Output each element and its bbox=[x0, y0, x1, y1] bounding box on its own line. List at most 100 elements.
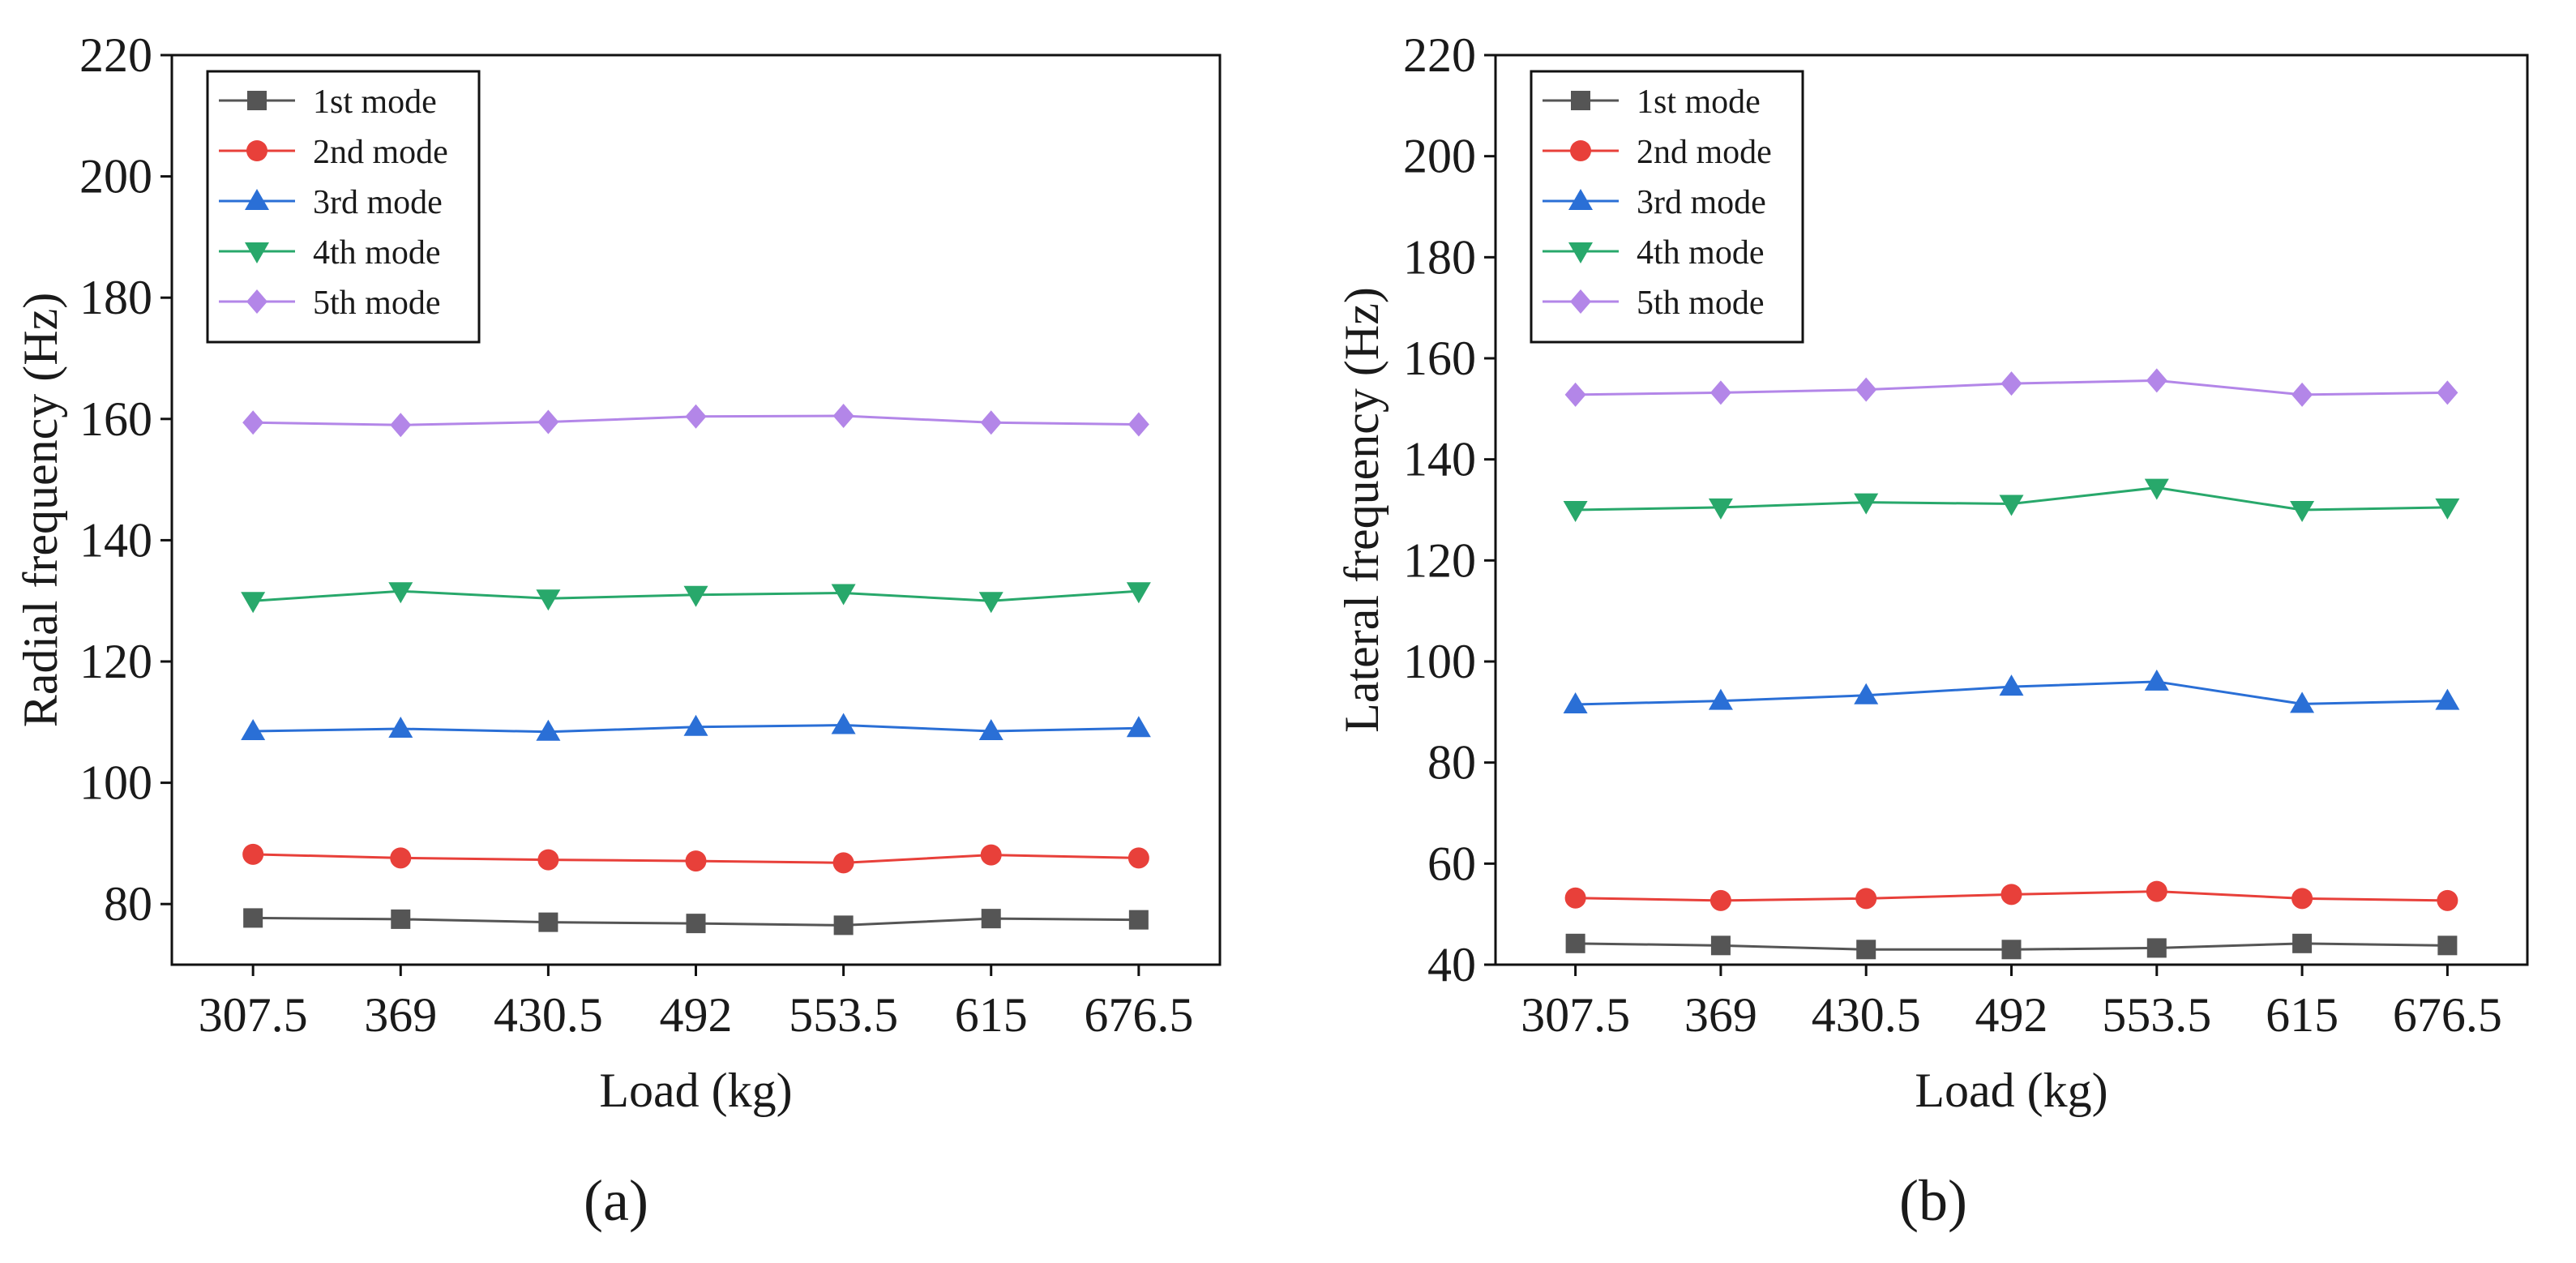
legend-label: 3rd mode bbox=[313, 184, 443, 221]
marker-circle bbox=[1564, 887, 1586, 909]
x-tick-label: 553.5 bbox=[2102, 988, 2211, 1042]
marker-diamond bbox=[980, 410, 1002, 435]
marker-triangle-up bbox=[831, 713, 856, 734]
y-tick-label: 220 bbox=[79, 28, 152, 82]
series-4 bbox=[241, 582, 1151, 614]
marker-diamond bbox=[1128, 412, 1149, 437]
marker-circle bbox=[2000, 884, 2022, 906]
series-2 bbox=[1564, 880, 2458, 911]
x-tick-label: 676.5 bbox=[2393, 988, 2502, 1042]
marker-triangle-down bbox=[683, 585, 708, 607]
marker-diamond bbox=[246, 289, 267, 314]
marker-diamond bbox=[242, 410, 264, 435]
y-tick-label: 120 bbox=[1403, 533, 1476, 587]
marker-triangle-up bbox=[1999, 674, 2024, 696]
x-tick-label: 307.5 bbox=[199, 988, 308, 1042]
marker-triangle-down bbox=[241, 592, 266, 614]
legend-entry: 3rd mode bbox=[1543, 184, 1766, 221]
marker-circle bbox=[1855, 888, 1877, 910]
marker-square bbox=[2146, 938, 2167, 958]
marker-square bbox=[1856, 940, 1876, 960]
series-3 bbox=[1563, 669, 2460, 713]
marker-diamond bbox=[2291, 382, 2313, 407]
marker-triangle-down bbox=[536, 589, 561, 611]
series-1 bbox=[1565, 933, 2458, 960]
legend: 1st mode 2nd mode 3rd mode 4th mode 5th mode bbox=[1530, 70, 1804, 344]
marker-triangle-down bbox=[1708, 498, 1733, 520]
marker-square bbox=[538, 912, 558, 932]
y-tick-label: 140 bbox=[1403, 433, 1476, 486]
marker-circle bbox=[246, 140, 267, 161]
marker-circle bbox=[685, 850, 707, 872]
y-tick-label: 60 bbox=[1427, 837, 1476, 890]
y-tick-label: 200 bbox=[79, 150, 152, 203]
marker-diamond bbox=[1570, 289, 1591, 314]
marker-triangle-up bbox=[1126, 716, 1151, 738]
legend-label: 4th mode bbox=[313, 234, 440, 272]
marker-diamond bbox=[832, 404, 854, 429]
marker-triangle-up bbox=[536, 719, 561, 741]
marker-triangle-up bbox=[978, 719, 1003, 741]
x-tick-label: 553.5 bbox=[789, 988, 898, 1042]
chart-lateral-frequency: 40 60 80 100 120 140 160 180 200 220 307.5 369 430.5… bbox=[1335, 28, 2529, 1233]
marker-triangle-up bbox=[388, 717, 413, 739]
marker-triangle-down bbox=[2144, 478, 2169, 500]
x-tick-label: 307.5 bbox=[1521, 988, 1630, 1042]
marker-circle bbox=[2291, 888, 2313, 910]
marker-diamond bbox=[1855, 377, 1877, 402]
marker-circle bbox=[980, 844, 1002, 866]
marker-diamond bbox=[2000, 371, 2022, 396]
y-tick-label: 120 bbox=[79, 635, 152, 688]
marker-triangle-up bbox=[241, 719, 266, 741]
y-tick-label: 160 bbox=[79, 392, 152, 446]
legend-label: 4th mode bbox=[1637, 234, 1764, 272]
marker-square bbox=[833, 915, 854, 935]
series-5 bbox=[1564, 368, 2458, 407]
marker-triangle-up bbox=[2435, 688, 2460, 710]
x-tick-label: 676.5 bbox=[1084, 988, 1193, 1042]
legend-entry: 2nd mode bbox=[219, 134, 448, 171]
marker-triangle-up bbox=[1568, 189, 1593, 210]
marker-square bbox=[981, 909, 1001, 929]
x-tick-label: 492 bbox=[660, 988, 733, 1042]
marker-square bbox=[2437, 935, 2458, 956]
marker-circle bbox=[1570, 140, 1591, 161]
series-4 bbox=[1563, 478, 2460, 522]
series-1 bbox=[243, 908, 1149, 935]
marker-triangle-down bbox=[1563, 501, 1588, 522]
marker-circle bbox=[537, 849, 559, 871]
y-tick-label: 160 bbox=[1403, 332, 1476, 385]
panel-label: (a) bbox=[584, 1168, 648, 1233]
legend-label: 2nd mode bbox=[313, 134, 448, 171]
x-axis-title: Load (kg) bbox=[1915, 1064, 2107, 1117]
legend-entry: 2nd mode bbox=[1543, 134, 1772, 171]
marker-diamond bbox=[2146, 368, 2167, 393]
marker-circle bbox=[2146, 880, 2167, 902]
marker-diamond bbox=[685, 404, 707, 429]
marker-triangle-down bbox=[2290, 501, 2315, 522]
legend-label: 1st mode bbox=[313, 83, 437, 121]
y-tick-label: 180 bbox=[79, 271, 152, 324]
series-3 bbox=[241, 713, 1151, 741]
y-tick-label: 180 bbox=[1403, 230, 1476, 284]
marker-circle bbox=[242, 843, 264, 865]
marker-triangle-up bbox=[1708, 688, 1733, 710]
marker-square bbox=[2292, 933, 2313, 953]
marker-circle bbox=[390, 847, 412, 869]
chart-radial-frequency: 80 100 120 140 160 180 200 220 307.5 369 430.5 492 5… bbox=[14, 28, 1222, 1233]
marker-triangle-down bbox=[388, 582, 413, 604]
marker-square bbox=[1565, 933, 1585, 953]
legend-entry: 4th mode bbox=[1543, 234, 1764, 272]
y-tick-label: 100 bbox=[79, 756, 152, 810]
marker-circle bbox=[832, 852, 854, 874]
marker-square bbox=[2001, 940, 2022, 960]
legend-entry: 4th mode bbox=[219, 234, 440, 272]
marker-circle bbox=[2437, 889, 2458, 911]
y-tick-label: 80 bbox=[104, 877, 152, 931]
legend-label: 1st mode bbox=[1637, 83, 1761, 121]
legend-entry: 1st mode bbox=[1543, 83, 1761, 121]
legend-entry: 5th mode bbox=[1543, 285, 1764, 322]
marker-square bbox=[686, 914, 706, 934]
marker-triangle-up bbox=[1563, 691, 1588, 713]
